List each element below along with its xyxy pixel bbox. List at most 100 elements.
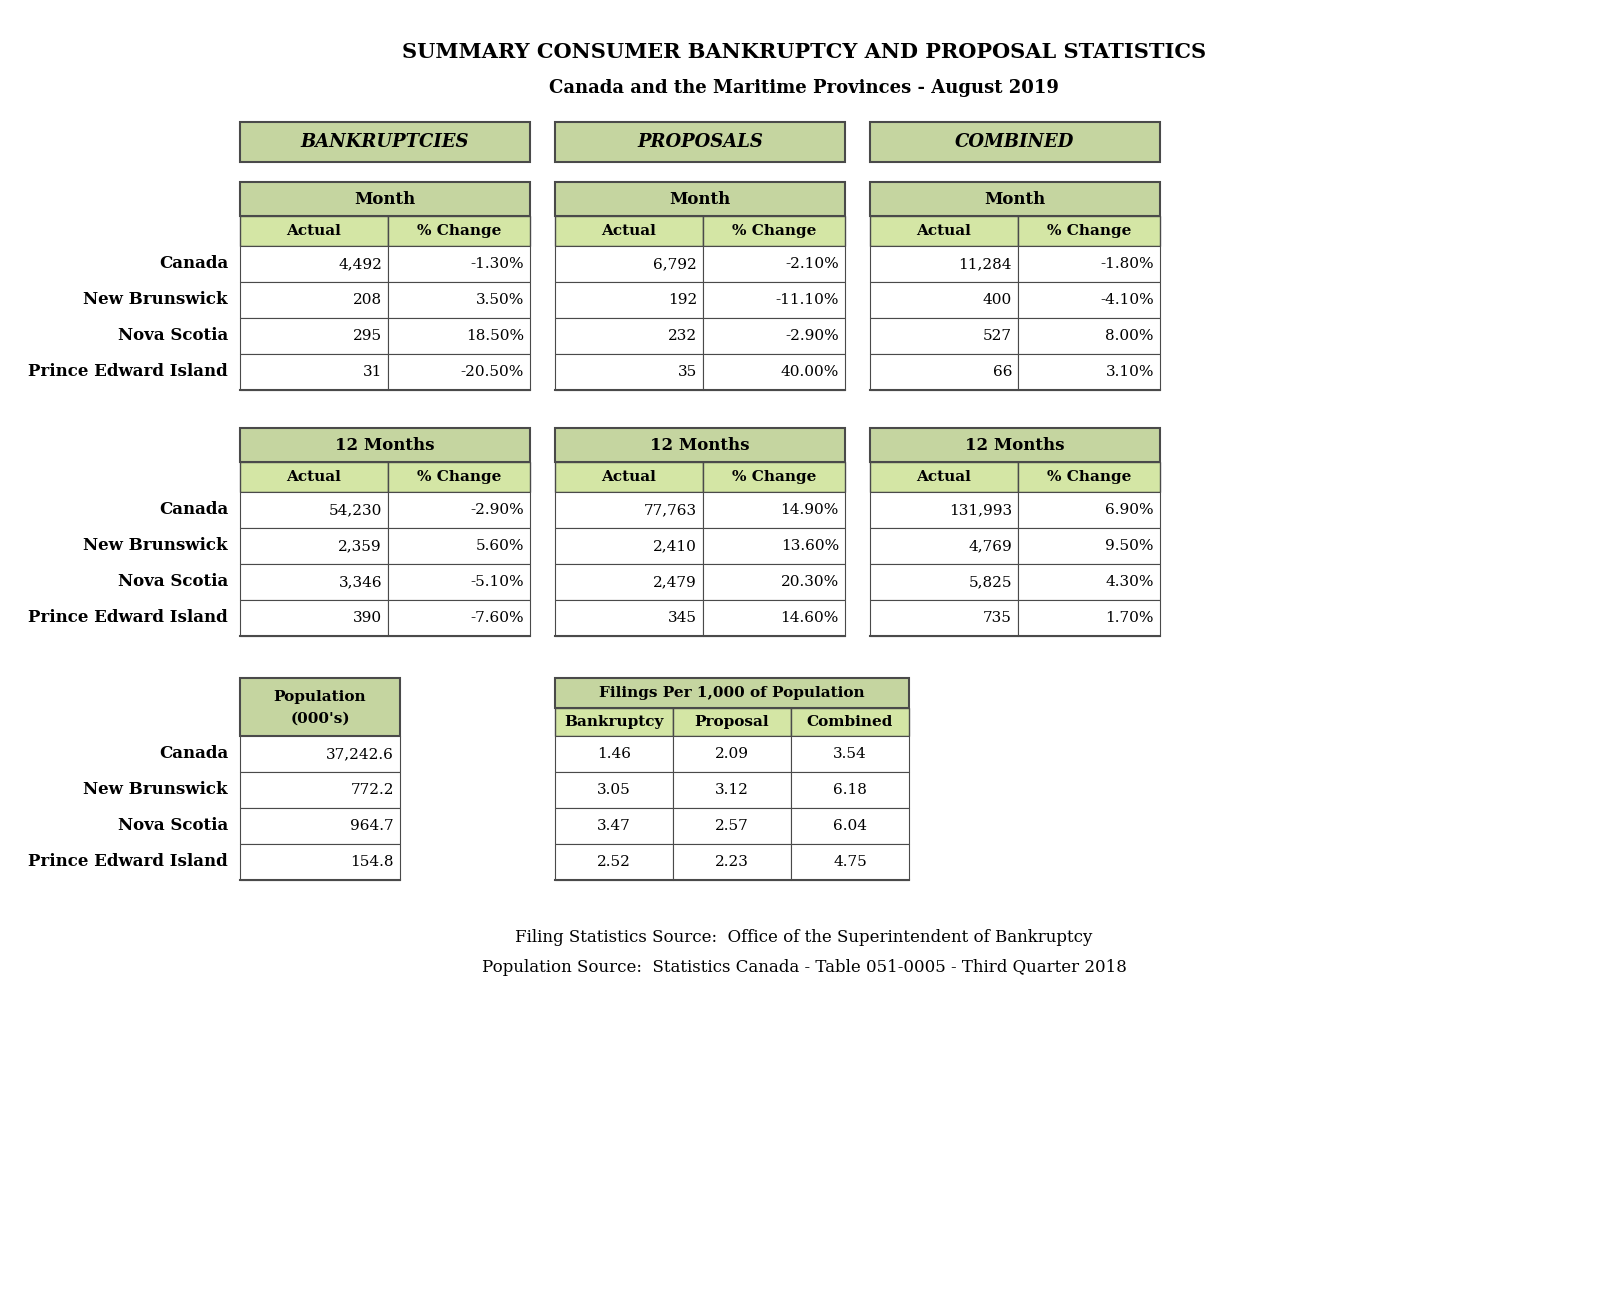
Bar	[239, 318, 387, 354]
Bar	[239, 493, 387, 528]
Text: 3.47: 3.47	[596, 818, 630, 833]
Text: -1.80%: -1.80%	[1099, 257, 1154, 272]
Bar	[702, 246, 844, 282]
Text: 54,230: 54,230	[328, 503, 382, 517]
Bar	[791, 772, 908, 808]
Bar	[387, 246, 530, 282]
Text: Canada: Canada	[159, 256, 228, 273]
Text: Actual: Actual	[916, 224, 971, 238]
Bar	[554, 564, 702, 600]
Text: 12 Months: 12 Months	[649, 437, 749, 454]
Text: 192: 192	[667, 294, 696, 306]
Bar	[554, 600, 702, 636]
Text: 4.75: 4.75	[832, 855, 866, 869]
Text: New Brunswick: New Brunswick	[84, 781, 228, 799]
Text: Filings Per 1,000 of Population: Filings Per 1,000 of Population	[599, 687, 865, 700]
Text: 12 Months: 12 Months	[334, 437, 434, 454]
Text: Month: Month	[669, 190, 730, 207]
Bar	[387, 282, 530, 318]
Bar	[554, 844, 673, 881]
Bar	[239, 600, 387, 636]
Text: -11.10%: -11.10%	[775, 294, 839, 306]
Text: -2.90%: -2.90%	[784, 328, 839, 343]
Bar	[239, 844, 400, 881]
Bar	[869, 354, 1017, 390]
Text: 12 Months: 12 Months	[964, 437, 1064, 454]
Bar	[387, 216, 530, 246]
Text: % Change: % Change	[1046, 224, 1130, 238]
Text: -1.30%: -1.30%	[471, 257, 524, 272]
Bar	[869, 493, 1017, 528]
Text: 2.09: 2.09	[715, 747, 749, 762]
Text: 31: 31	[363, 365, 382, 379]
Text: 295: 295	[352, 328, 382, 343]
Bar	[1017, 528, 1159, 564]
Text: Prince Edward Island: Prince Edward Island	[29, 609, 228, 627]
Text: 35: 35	[677, 365, 696, 379]
Text: 37,242.6: 37,242.6	[326, 747, 394, 762]
Text: % Change: % Change	[416, 224, 501, 238]
Bar	[554, 318, 702, 354]
Text: 2.57: 2.57	[715, 818, 749, 833]
Text: % Change: % Change	[731, 469, 816, 484]
Text: 6.18: 6.18	[832, 784, 866, 796]
Text: 2.23: 2.23	[715, 855, 749, 869]
Text: 4,492: 4,492	[337, 257, 382, 272]
Text: (000's): (000's)	[289, 712, 350, 725]
Text: -20.50%: -20.50%	[460, 365, 524, 379]
Bar	[554, 182, 844, 216]
Bar	[554, 528, 702, 564]
Bar	[554, 678, 908, 709]
Text: -7.60%: -7.60%	[471, 612, 524, 625]
Text: -2.90%: -2.90%	[469, 503, 524, 517]
Text: 2,359: 2,359	[337, 539, 382, 553]
Bar	[1017, 600, 1159, 636]
Bar	[554, 428, 844, 462]
Text: 4.30%: 4.30%	[1106, 575, 1154, 590]
Bar	[869, 216, 1017, 246]
Bar	[1017, 216, 1159, 246]
Text: 14.60%: 14.60%	[779, 612, 839, 625]
Text: 9.50%: 9.50%	[1106, 539, 1154, 553]
Text: 390: 390	[352, 612, 382, 625]
Bar	[1017, 246, 1159, 282]
Text: 6.04: 6.04	[832, 818, 866, 833]
Text: 11,284: 11,284	[958, 257, 1011, 272]
Text: 2,410: 2,410	[652, 539, 696, 553]
Bar	[239, 462, 387, 493]
Bar	[239, 282, 387, 318]
Bar	[791, 736, 908, 772]
Text: Combined: Combined	[807, 715, 892, 729]
Text: % Change: % Change	[416, 469, 501, 484]
Text: 18.50%: 18.50%	[466, 328, 524, 343]
Bar	[387, 600, 530, 636]
Bar	[239, 772, 400, 808]
Text: Nova Scotia: Nova Scotia	[117, 817, 228, 834]
Bar	[387, 528, 530, 564]
Bar	[239, 182, 530, 216]
Bar	[673, 736, 791, 772]
Bar	[554, 122, 844, 162]
Bar	[239, 808, 400, 844]
Bar	[554, 462, 702, 493]
Text: 3.54: 3.54	[832, 747, 866, 762]
Text: 1.70%: 1.70%	[1106, 612, 1154, 625]
Text: PROPOSALS: PROPOSALS	[636, 133, 762, 151]
Bar	[673, 808, 791, 844]
Bar	[554, 772, 673, 808]
Text: 4,769: 4,769	[967, 539, 1011, 553]
Bar	[554, 709, 673, 736]
Text: % Change: % Change	[1046, 469, 1130, 484]
Text: 131,993: 131,993	[948, 503, 1011, 517]
Bar	[702, 564, 844, 600]
Text: COMBINED: COMBINED	[955, 133, 1073, 151]
Bar	[554, 282, 702, 318]
Bar	[791, 808, 908, 844]
Text: 527: 527	[982, 328, 1011, 343]
Bar	[239, 216, 387, 246]
Bar	[869, 462, 1017, 493]
Bar	[702, 354, 844, 390]
Bar	[869, 318, 1017, 354]
Bar	[673, 709, 791, 736]
Bar	[1017, 564, 1159, 600]
